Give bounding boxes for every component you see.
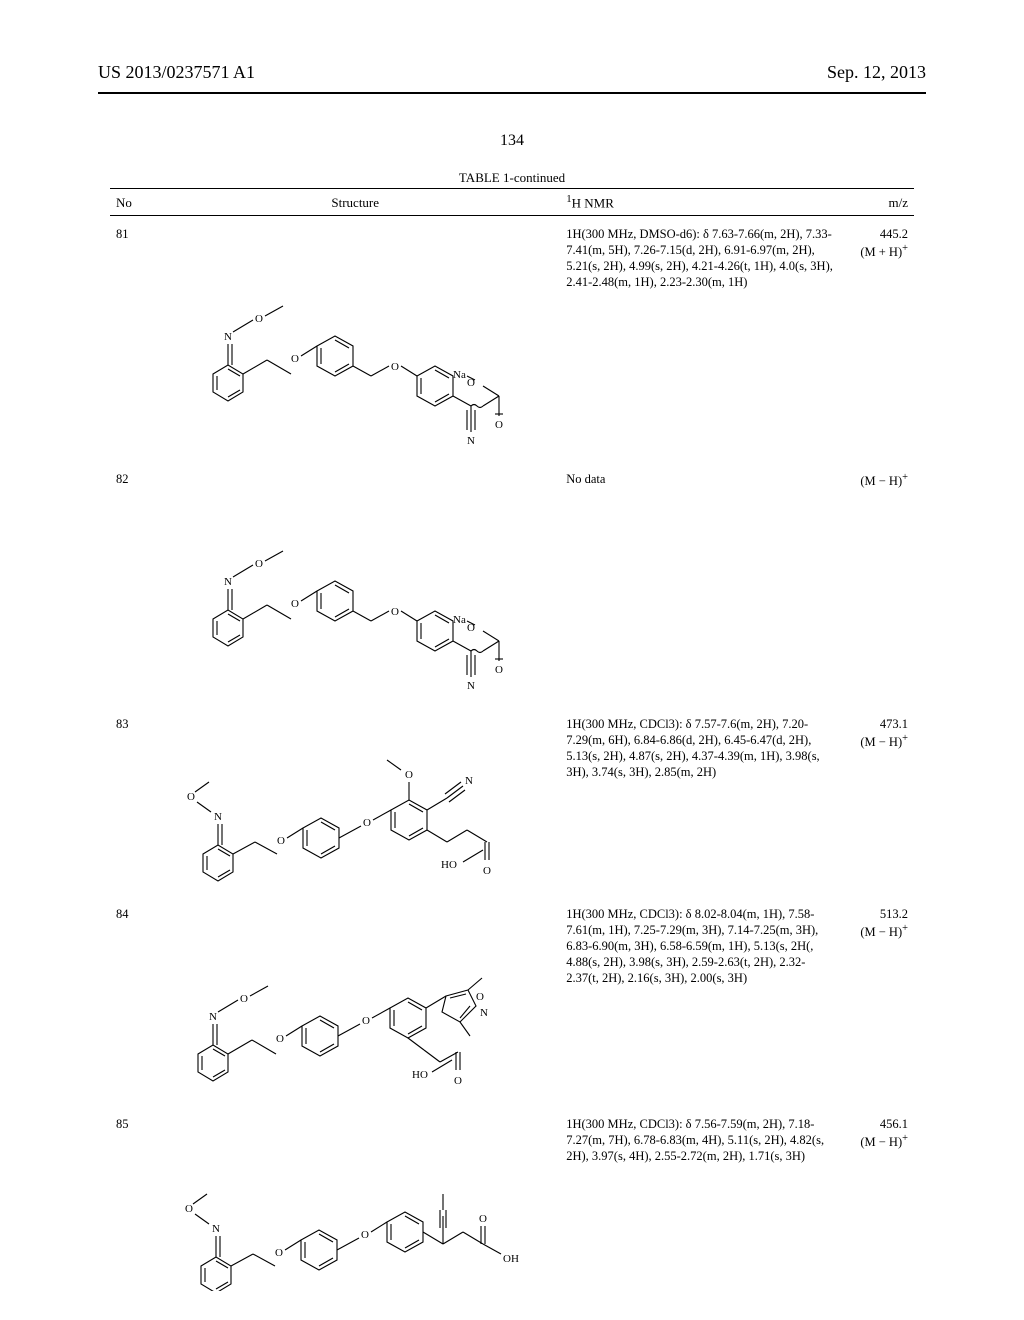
svg-text:N: N (467, 680, 475, 692)
col-nmr: 1H NMR (560, 189, 841, 216)
svg-text:N: N (214, 811, 222, 823)
svg-text:O: O (483, 865, 491, 877)
header-left: US 2013/0237571 A1 (98, 62, 255, 83)
cell-no: 81 (110, 216, 150, 462)
cell-mz: (M − H)+ (842, 461, 914, 706)
table-row: 85 N O O O O OH 1H(300 MHz, CDCl3): δ (110, 1106, 914, 1301)
header-rule (98, 92, 926, 94)
structure-83: N O O O O N O HO (185, 716, 525, 886)
svg-text:O: O (291, 598, 299, 610)
svg-text:N: N (465, 775, 473, 787)
svg-text:N: N (480, 1007, 488, 1019)
cell-nmr: 1H(300 MHz, CDCl3): δ 7.57-7.6(m, 2H), 7… (560, 706, 841, 896)
svg-text:N: N (209, 1011, 217, 1023)
svg-text:O: O (277, 835, 285, 847)
svg-text:O: O (187, 791, 195, 803)
cell-nmr: 1H(300 MHz, CDCl3): δ 8.02-8.04(m, 1H), … (560, 896, 841, 1106)
svg-text:HO: HO (412, 1069, 428, 1081)
svg-text:O: O (405, 769, 413, 781)
svg-text:HO: HO (441, 859, 457, 871)
col-structure: Structure (150, 189, 560, 216)
cell-mz: 445.2(M + H)+ (842, 216, 914, 462)
svg-text:O: O (291, 353, 299, 365)
svg-text:OH: OH (503, 1253, 519, 1265)
svg-text:O: O (391, 361, 399, 373)
cell-structure: N O O O O N O HO (150, 706, 560, 896)
compound-table: TABLE 1-continued No Structure 1H NMR m/… (110, 170, 914, 1301)
cell-nmr: 1H(300 MHz, CDCl3): δ 7.56-7.59(m, 2H), … (560, 1106, 841, 1301)
col-mz: m/z (842, 189, 914, 216)
table-row: 84 N O O O O N O HO 1H(300 MHz (110, 896, 914, 1106)
svg-text:O: O (255, 558, 263, 570)
cell-no: 84 (110, 896, 150, 1106)
header-right: Sep. 12, 2013 (827, 62, 926, 83)
table-row: 83 N O O O O N O HO (110, 706, 914, 896)
table-caption: TABLE 1-continued (110, 170, 914, 186)
svg-text:N: N (467, 435, 475, 447)
svg-text:O: O (275, 1247, 283, 1259)
cell-mz: 456.1(M − H)+ (842, 1106, 914, 1301)
cell-structure: N O O O O OH (150, 1106, 560, 1301)
svg-text:N: N (224, 576, 232, 588)
svg-text:O: O (362, 1015, 370, 1027)
svg-text:O: O (185, 1203, 193, 1215)
svg-text:O: O (454, 1075, 462, 1087)
svg-text:O: O (240, 993, 248, 1005)
cell-nmr: 1H(300 MHz, DMSO-d6): δ 7.63-7.66(m, 2H)… (560, 216, 841, 462)
cell-no: 82 (110, 461, 150, 706)
svg-text:O: O (495, 664, 503, 676)
structure-84: N O O O O N O HO (180, 906, 530, 1096)
page-header: US 2013/0237571 A1 Sep. 12, 2013 (0, 62, 1024, 83)
svg-text:O: O (255, 313, 263, 325)
cell-mz: 513.2(M − H)+ (842, 896, 914, 1106)
structure-85: N O O O O OH (175, 1116, 535, 1291)
cell-structure: N O O O O O Na N (150, 461, 560, 706)
svg-text:Na: Na (453, 369, 466, 381)
cell-no: 85 (110, 1106, 150, 1301)
table-row: 81 N O O O O O Na (110, 216, 914, 462)
page-number: 134 (0, 132, 1024, 150)
svg-text:O: O (276, 1033, 284, 1045)
svg-text:O: O (495, 419, 503, 431)
svg-text:O: O (476, 991, 484, 1003)
cell-structure: N O O O O O Na N (150, 216, 560, 462)
svg-text:O: O (363, 817, 371, 829)
cell-mz: 473.1(M − H)+ (842, 706, 914, 896)
cell-no: 83 (110, 706, 150, 896)
table-row: 82 N O O O O O Na N No data(M − H)+ (110, 461, 914, 706)
svg-text:O: O (479, 1213, 487, 1225)
svg-text:Na: Na (453, 614, 466, 626)
table-header-row: No Structure 1H NMR m/z (110, 189, 914, 216)
col-no: No (110, 189, 150, 216)
svg-text:O: O (361, 1229, 369, 1241)
svg-text:O: O (391, 606, 399, 618)
cell-structure: N O O O O N O HO (150, 896, 560, 1106)
cell-nmr: No data (560, 461, 841, 706)
svg-text:N: N (212, 1223, 220, 1235)
svg-text:N: N (224, 331, 232, 343)
structure-81: N O O O O O Na N (195, 226, 515, 451)
structure-82: N O O O O O Na N (195, 471, 515, 696)
